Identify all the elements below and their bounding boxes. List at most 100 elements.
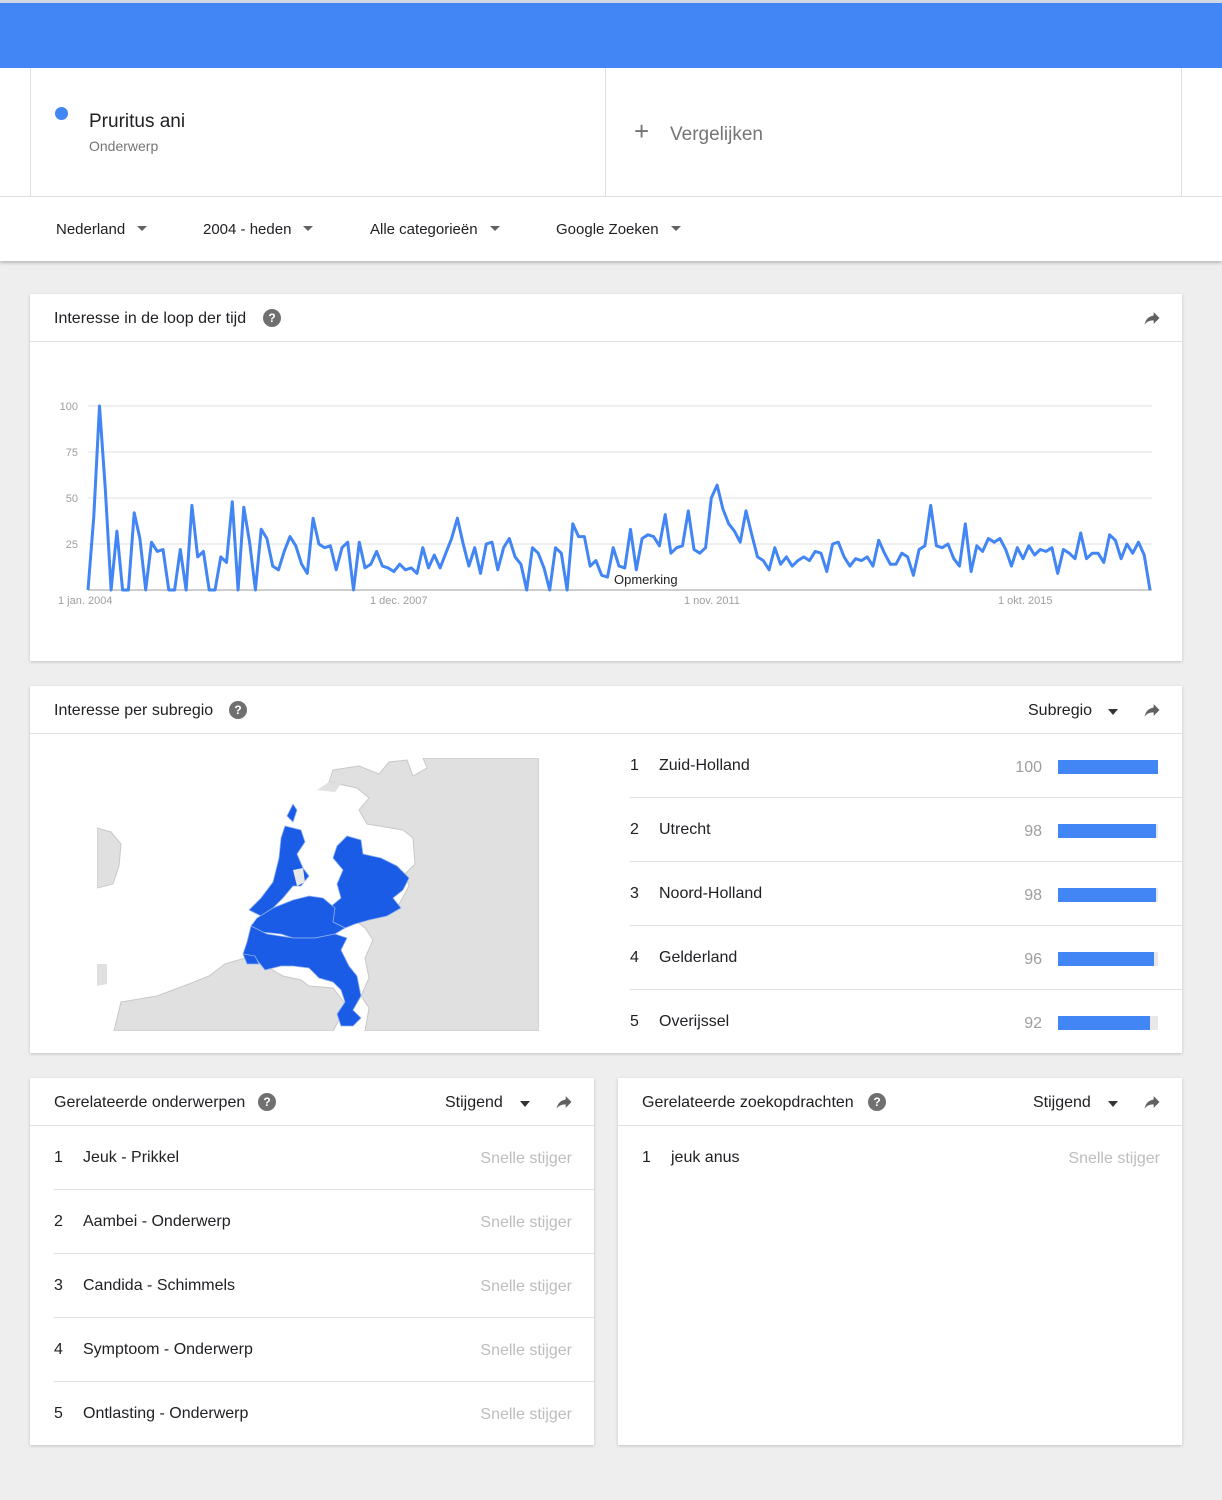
item-name: Ontlasting - Onderwerp	[83, 1405, 249, 1422]
item-name: Aambei - Onderwerp	[83, 1213, 231, 1230]
region-row[interactable]: 2 Utrecht 98	[630, 798, 1182, 862]
card-header: Interesse per subregio ? Subregio	[30, 686, 1182, 734]
share-icon[interactable]	[1142, 1092, 1162, 1112]
region-map[interactable]	[97, 758, 539, 1031]
region-name: Overijssel	[659, 1013, 730, 1030]
subregion-dropdown[interactable]: Subregio	[1028, 702, 1093, 719]
term-name: Pruritus ani	[89, 111, 186, 132]
related-topics-card: Gerelateerde onderwerpen ? Stijgend 1 Je…	[30, 1078, 594, 1445]
filter-country-label: Nederland	[56, 221, 126, 238]
search-terms-bar: Pruritus ani Onderwerp + Vergelijken	[0, 68, 1222, 196]
help-icon[interactable]: ?	[868, 1093, 886, 1111]
region-value: 96	[1024, 951, 1042, 968]
filter-bar: Nederland 2004 - heden Alle categorieën …	[0, 196, 1222, 261]
map-england	[97, 827, 122, 889]
y-tick-label: 25	[66, 539, 78, 551]
chart-annotation: Opmerking	[614, 572, 678, 587]
share-icon[interactable]	[1142, 308, 1162, 328]
region-rank: 4	[630, 949, 639, 966]
card-title: Gerelateerde onderwerpen	[54, 1094, 246, 1111]
region-name: Utrecht	[659, 821, 711, 838]
region-bar	[1058, 1016, 1158, 1030]
list-item[interactable]: 5 Ontlasting - Onderwerp Snelle stijger	[54, 1382, 594, 1446]
filter-property[interactable]: Google Zoeken	[556, 221, 681, 238]
help-icon[interactable]: ?	[263, 309, 281, 327]
item-rank: 3	[54, 1277, 63, 1294]
share-icon[interactable]	[1142, 700, 1162, 720]
sort-dropdown[interactable]: Stijgend	[1033, 1094, 1091, 1111]
term-type: Onderwerp	[89, 138, 159, 154]
card-title: Gerelateerde zoekopdrachten	[642, 1094, 854, 1111]
filter-time-label: 2004 - heden	[203, 221, 292, 238]
filter-country[interactable]: Nederland	[56, 221, 148, 238]
x-tick-label: 1 nov. 2011	[684, 595, 740, 607]
caret-down-icon	[137, 225, 148, 231]
list-item[interactable]: 2 Aambei - Onderwerp Snelle stijger	[54, 1190, 594, 1254]
filter-category[interactable]: Alle categorieën	[370, 221, 500, 238]
plus-icon: +	[634, 116, 650, 146]
region-bar-fill	[1058, 760, 1158, 774]
region-bar	[1058, 760, 1158, 774]
region-bar	[1058, 824, 1158, 838]
note-label[interactable]: Opmerking	[614, 572, 678, 587]
region-row[interactable]: 1 Zuid-Holland 100	[630, 734, 1182, 798]
region-row[interactable]: 3 Noord-Holland 98	[630, 862, 1182, 926]
caret-down-icon	[670, 225, 681, 231]
region-row[interactable]: 4 Gelderland 96	[630, 926, 1182, 990]
caret-down-icon	[489, 225, 500, 231]
item-rank: 1	[54, 1149, 63, 1166]
related-queries-card: Gerelateerde zoekopdrachten ? Stijgend 1…	[618, 1078, 1182, 1445]
region-bar-fill	[1058, 1016, 1150, 1030]
help-icon[interactable]: ?	[229, 701, 247, 719]
region-bar-fill	[1058, 888, 1156, 902]
region-rank: 2	[630, 821, 639, 838]
region-value: 98	[1024, 823, 1042, 840]
help-icon[interactable]: ?	[258, 1093, 276, 1111]
map-netherlands	[242, 803, 410, 1027]
caret-down-icon[interactable]	[520, 1101, 530, 1107]
filter-property-label: Google Zoeken	[556, 221, 659, 238]
item-rank: 2	[54, 1213, 63, 1230]
term-card[interactable]: Pruritus ani Onderwerp	[30, 68, 606, 196]
term-color-dot	[55, 107, 68, 120]
map-germany	[328, 758, 539, 1031]
caret-down-icon[interactable]	[1108, 1101, 1118, 1107]
region-rank: 3	[630, 885, 639, 902]
sort-dropdown[interactable]: Stijgend	[445, 1094, 503, 1111]
filter-category-label: Alle categorieën	[370, 221, 478, 238]
caret-down-icon[interactable]	[1108, 709, 1118, 715]
compare-label[interactable]: Vergelijken	[670, 124, 763, 145]
map-island	[349, 774, 365, 782]
item-name: Symptoom - Onderwerp	[83, 1341, 253, 1358]
card-header: Gerelateerde zoekopdrachten ? Stijgend	[618, 1078, 1182, 1126]
breakout-badge: Snelle stijger	[480, 1342, 572, 1359]
list-item[interactable]: 1 jeuk anus Snelle stijger	[642, 1126, 1182, 1190]
item-name: jeuk anus	[671, 1149, 740, 1166]
x-axis-labels: 1 jan. 2004 1 dec. 2007 1 nov. 2011 1 okt. …	[58, 595, 1052, 607]
region-bar-fill	[1058, 952, 1154, 966]
region-name: Zuid-Holland	[659, 757, 750, 774]
share-icon[interactable]	[554, 1092, 574, 1112]
region-rank: 1	[630, 757, 639, 774]
breakout-badge: Snelle stijger	[480, 1278, 572, 1295]
interest-by-subregion-card: Interesse per subregio ? Subregio 1	[30, 686, 1182, 1053]
filter-time[interactable]: 2004 - heden	[203, 221, 314, 238]
compare-card[interactable]: + Vergelijken	[606, 68, 1182, 196]
item-name: Jeuk - Prikkel	[83, 1149, 180, 1166]
list-item[interactable]: 4 Symptoom - Onderwerp Snelle stijger	[54, 1318, 594, 1382]
series-line	[86, 404, 1152, 592]
region-value: 92	[1024, 1015, 1042, 1032]
region-bar	[1058, 888, 1158, 902]
list-item[interactable]: 3 Candida - Schimmels Snelle stijger	[54, 1254, 594, 1318]
interest-over-time-card: Interesse in de loop der tijd ? 25 50 75 10…	[30, 294, 1182, 661]
region-value: 98	[1024, 887, 1042, 904]
region-row[interactable]: 5 Overijssel 92	[630, 990, 1182, 1054]
item-rank: 4	[54, 1341, 63, 1358]
region-bar-fill	[1058, 824, 1156, 838]
item-rank: 1	[642, 1149, 651, 1166]
region-name: Noord-Holland	[659, 885, 763, 902]
item-rank: 5	[54, 1405, 63, 1422]
series-polyline[interactable]	[86, 404, 1152, 592]
list-item[interactable]: 1 Jeuk - Prikkel Snelle stijger	[54, 1126, 594, 1190]
x-tick-label: 1 dec. 2007	[370, 595, 428, 607]
